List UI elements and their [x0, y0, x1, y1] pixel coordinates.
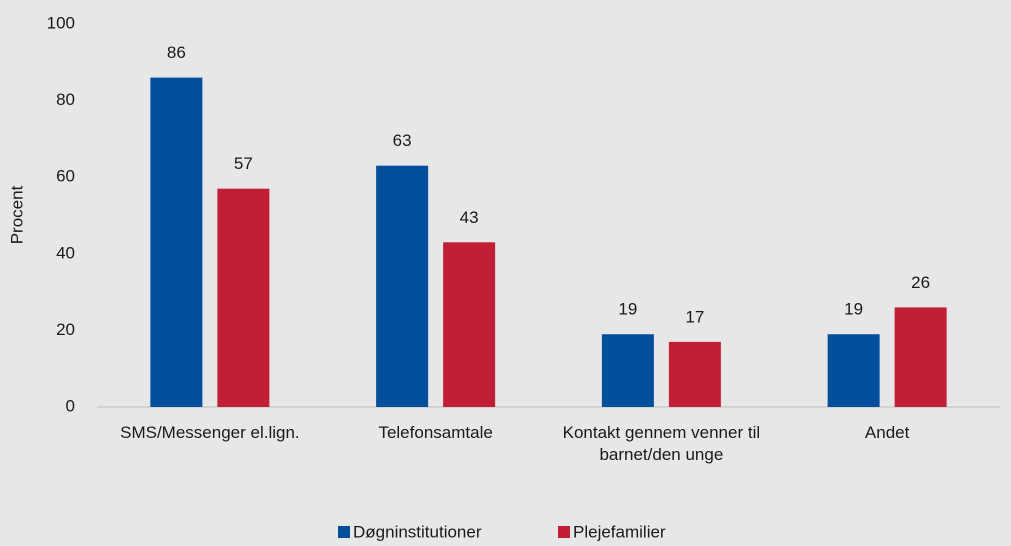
- x-tick-label: Andet: [864, 423, 910, 442]
- y-axis-title: Procent: [7, 185, 26, 244]
- bar: [376, 165, 429, 407]
- data-label: 43: [460, 208, 479, 227]
- y-tick-label: 60: [56, 167, 75, 186]
- bar: [601, 334, 654, 407]
- bar: [217, 188, 270, 407]
- y-tick-label: 80: [56, 90, 75, 109]
- bar: [827, 334, 880, 407]
- legend-label: Døgninstitutioner: [353, 522, 482, 541]
- legend-label: Plejefamilier: [573, 522, 666, 541]
- data-label: 63: [393, 131, 412, 150]
- y-tick-label: 100: [47, 13, 75, 32]
- x-tick-label: SMS/Messenger el.lign.: [120, 423, 300, 442]
- data-label: 26: [911, 273, 930, 292]
- legend-swatch: [558, 526, 570, 538]
- data-label: 19: [618, 300, 637, 319]
- y-tick-label: 40: [56, 243, 75, 262]
- legend-swatch: [338, 526, 350, 538]
- bar: [150, 77, 203, 408]
- x-tick-label: Kontakt gennem venner til barnet/den ung…: [562, 423, 761, 464]
- data-label: 17: [685, 307, 704, 326]
- y-tick-label: 0: [66, 396, 75, 415]
- data-label: 86: [167, 43, 186, 62]
- bar: [894, 307, 947, 407]
- x-tick-label: Telefonsamtale: [378, 423, 493, 442]
- y-tick-label: 20: [56, 320, 75, 339]
- bar: [668, 341, 721, 407]
- data-label: 57: [234, 154, 253, 173]
- bar: [443, 242, 496, 407]
- data-label: 19: [844, 300, 863, 319]
